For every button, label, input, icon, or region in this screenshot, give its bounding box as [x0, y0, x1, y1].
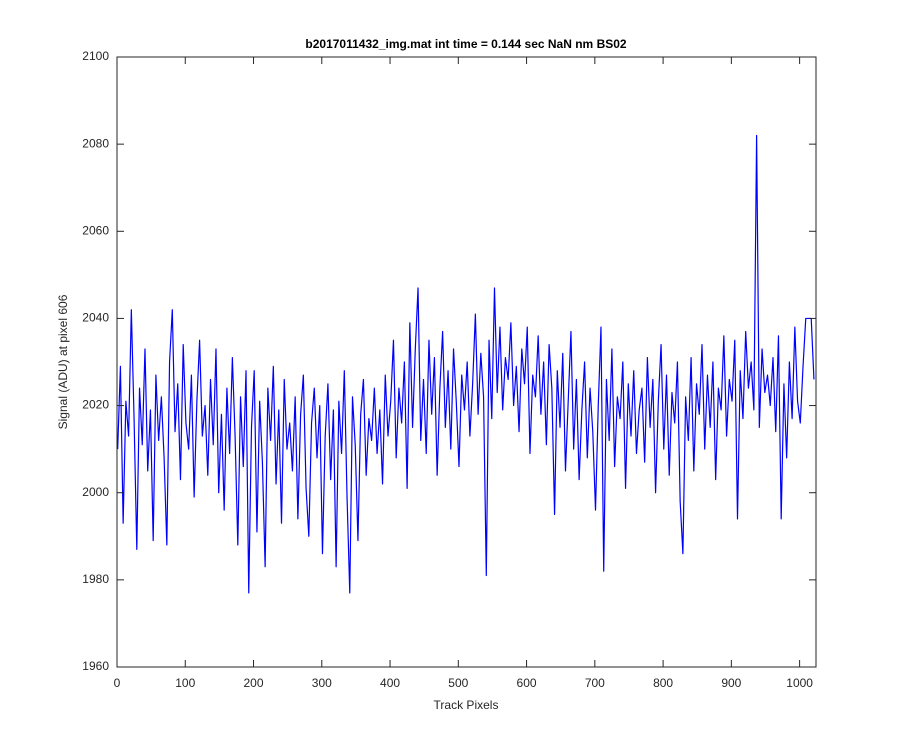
y-tick-label: 1960: [82, 659, 109, 673]
y-tick-label: 2060: [82, 223, 109, 237]
y-tick-label: 2020: [82, 398, 109, 412]
x-tick-label: 100: [175, 676, 195, 690]
chart-title: b2017011432_img.mat int time = 0.144 sec…: [305, 37, 627, 51]
y-tick-label: 2080: [82, 136, 109, 150]
x-tick-label: 800: [653, 676, 673, 690]
y-tick-label: 2000: [82, 485, 109, 499]
x-tick-label: 700: [585, 676, 605, 690]
y-tick-label: 1980: [82, 572, 109, 586]
x-tick-label: 300: [312, 676, 332, 690]
x-tick-label: 400: [380, 676, 400, 690]
data-line: [117, 134, 815, 594]
x-axis-label: Track Pixels: [434, 698, 499, 712]
x-tick-label: 200: [244, 676, 264, 690]
x-tick-label: 900: [721, 676, 741, 690]
x-tick-label: 500: [448, 676, 468, 690]
y-tick-label: 2040: [82, 311, 109, 325]
y-axis-label: Signal (ADU) at pixel 606: [56, 294, 70, 429]
x-tick-label: 1000: [786, 676, 813, 690]
x-tick-label: 0: [114, 676, 121, 690]
x-tick-label: 600: [517, 676, 537, 690]
axes-box: [116, 56, 817, 668]
y-tick-label: 2100: [82, 49, 109, 63]
